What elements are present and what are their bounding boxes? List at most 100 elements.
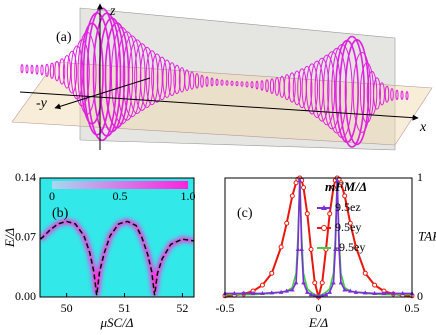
helix-ring xyxy=(145,50,159,106)
marker xyxy=(362,270,368,276)
helix-ring xyxy=(245,81,249,88)
helix-ring xyxy=(395,89,399,101)
marker xyxy=(319,280,325,286)
marker xyxy=(338,180,344,186)
marker xyxy=(338,280,344,285)
helix-ring xyxy=(384,85,390,103)
marker xyxy=(278,244,284,250)
legend-marker xyxy=(321,225,327,231)
helix-ring xyxy=(139,46,155,108)
marker xyxy=(284,288,290,293)
marker xyxy=(353,244,359,250)
axes-frame xyxy=(224,177,413,298)
helix-ring xyxy=(20,64,24,74)
marker xyxy=(372,290,377,296)
x-tick-label: -0.5 xyxy=(216,301,235,315)
z-label: z xyxy=(109,4,116,19)
helix-ring xyxy=(390,88,394,101)
helix-ring xyxy=(45,63,49,77)
marker xyxy=(327,211,333,217)
y-axis-label: E/Δ xyxy=(2,228,17,249)
helix-ring xyxy=(92,12,122,137)
helix-ring xyxy=(184,69,190,92)
marker xyxy=(289,193,295,199)
panel-label: (b) xyxy=(52,206,69,221)
marker xyxy=(334,177,340,182)
marker xyxy=(259,282,265,288)
helix-ring xyxy=(151,53,163,103)
panel-label: (a) xyxy=(56,30,72,45)
y-tick-label: 0.14 xyxy=(15,170,36,184)
helix-ring xyxy=(352,52,372,133)
y-tick-label: 0.07 xyxy=(15,229,36,243)
marker xyxy=(260,290,265,296)
helix-ring xyxy=(189,71,195,90)
helix-ring xyxy=(230,80,234,86)
helix-ring xyxy=(235,81,239,87)
helix-ring xyxy=(373,77,381,110)
colorbar-tick-label: 0.5 xyxy=(113,189,128,203)
marker xyxy=(372,282,378,288)
marker xyxy=(400,290,405,296)
helix-ring xyxy=(260,80,264,91)
y-tick-label: 1 xyxy=(417,170,423,184)
y-axis xyxy=(54,77,151,110)
heatmap-background xyxy=(40,178,194,297)
marker xyxy=(347,288,353,293)
x-tick-label: 0.5 xyxy=(405,301,420,315)
helix-ring xyxy=(58,58,66,85)
marker xyxy=(269,290,275,295)
marker xyxy=(304,211,310,217)
legend-label: -9.5ey xyxy=(335,240,365,254)
marker xyxy=(336,246,342,251)
marker xyxy=(232,290,237,296)
marker xyxy=(331,280,336,285)
helix-ring xyxy=(210,77,214,87)
marker xyxy=(293,280,299,285)
marker xyxy=(304,289,310,294)
helix-ring xyxy=(283,74,291,101)
marker xyxy=(327,289,333,294)
colorbar xyxy=(52,181,188,189)
helix-ring xyxy=(35,64,39,75)
marker xyxy=(269,270,275,276)
colorbar-tick-label: 1.0 xyxy=(181,189,196,203)
colorbar-tick-label: 0 xyxy=(49,189,55,203)
helix-ring xyxy=(40,64,44,76)
marker xyxy=(391,290,396,296)
marker xyxy=(342,287,347,292)
marker xyxy=(353,289,359,294)
marker xyxy=(330,185,336,191)
helix-ring xyxy=(173,64,181,95)
marker xyxy=(290,287,295,292)
curve xyxy=(40,220,195,296)
helix-ring xyxy=(49,62,55,79)
helix-ring xyxy=(327,47,347,134)
x-axis-label: μSC/Δ xyxy=(100,315,134,330)
x-axis-label: E/Δ xyxy=(308,315,329,330)
helix-ring xyxy=(62,55,72,89)
helix-ring xyxy=(225,80,229,86)
axes-frame xyxy=(39,177,195,298)
marker xyxy=(250,290,256,296)
y-label: -y xyxy=(36,96,48,111)
helix-ring xyxy=(200,74,204,88)
marker xyxy=(319,293,325,298)
helix-ring xyxy=(314,57,330,122)
marker xyxy=(295,246,301,251)
marker xyxy=(297,177,303,182)
helix-ring xyxy=(269,78,275,94)
helix-ring xyxy=(167,62,177,97)
helix-ring xyxy=(292,70,302,106)
marker xyxy=(333,246,338,251)
helix-ring xyxy=(339,35,365,148)
x-label: x xyxy=(419,120,427,135)
helix-ring xyxy=(220,79,224,86)
helix-ring xyxy=(30,64,34,74)
x-axis xyxy=(19,91,419,121)
helix-ring xyxy=(116,31,138,121)
legend-label: 9.5ey xyxy=(335,220,361,234)
marker xyxy=(299,246,304,251)
x-tick-label: 0 xyxy=(316,301,322,315)
helix-ring xyxy=(250,81,254,89)
